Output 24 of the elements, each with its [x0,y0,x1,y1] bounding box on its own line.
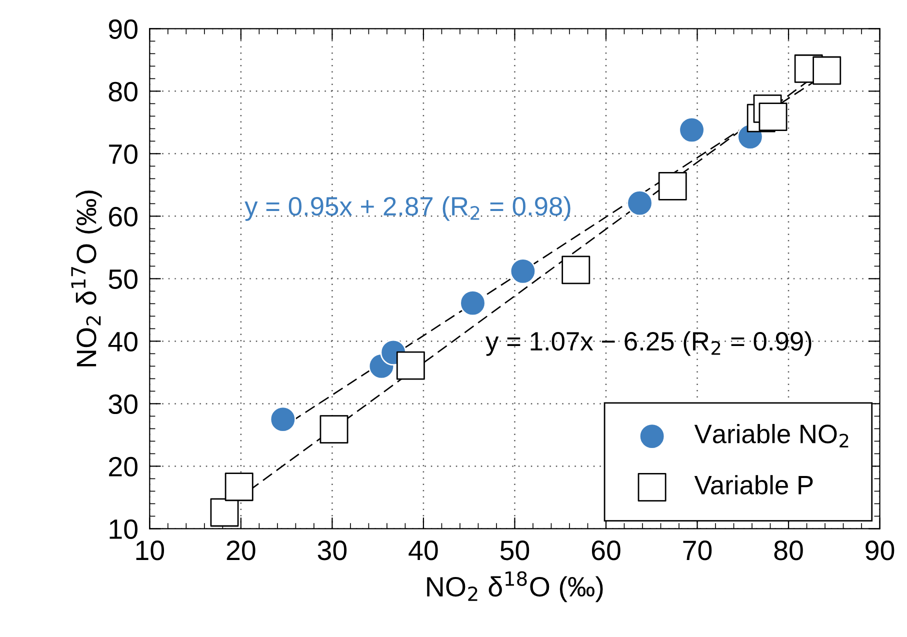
y-tick-label: 20 [109,456,138,477]
y-tick-label: 40 [108,332,138,352]
x-tick-label: 40 [408,540,438,560]
y-tick-label: 90 [108,19,138,40]
x-tick-label: 20 [226,540,256,560]
annotation: y = 0.95x + 2.87 (R$_{2}$ = 0.98) [244,196,570,221]
x-tick-label: 70 [683,540,712,560]
y-tick-label: 80 [108,82,138,102]
x-tick-label: 80 [774,540,803,560]
y-tick-label: 60 [109,206,138,227]
y-tick-label: 30 [108,394,138,414]
legend-label: Variable NO$_{2}$ [694,424,848,448]
x-tick-label: 10 [136,540,164,560]
x-tick-label: 50 [500,540,530,560]
annotation: y = 1.07x − 6.25 (R$_{2}$ = 0.99) [486,331,812,356]
x-tick-label: 30 [318,540,347,560]
y-axis-title: NO$_{2}$ δ$^{17}$O (‰) [71,190,102,366]
x-axis-title: NO$_{2}$ δ$^{18}$O (‰) [427,571,603,602]
y-tick-label: 50 [108,269,138,290]
legend-label: Variable P [694,475,813,494]
y-tick-label: 10 [110,519,138,540]
x-tick-label: 90 [866,540,894,560]
x-tick-label: 60 [592,540,620,560]
y-tick-label: 70 [109,144,138,164]
